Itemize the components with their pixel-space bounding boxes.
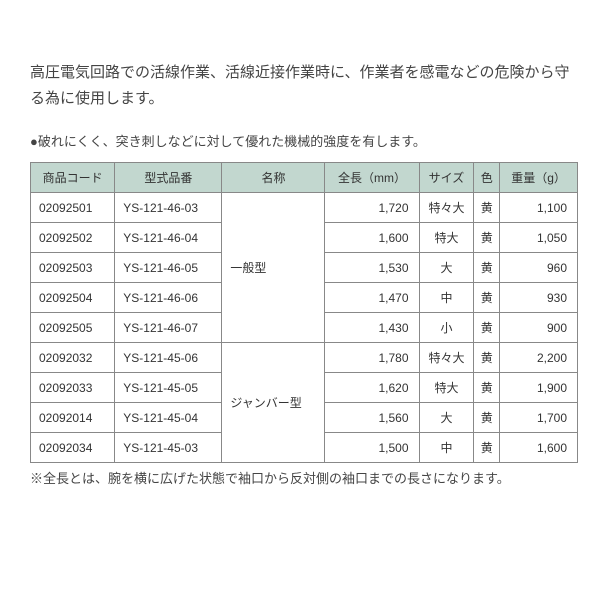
table-cell: 1,100 [500, 193, 578, 223]
table-cell: 1,900 [500, 373, 578, 403]
table-cell: 特大 [419, 223, 474, 253]
table-cell: YS-121-45-05 [115, 373, 222, 403]
th-weight: 重量（g） [500, 163, 578, 193]
table-body: 02092501YS-121-46-03一般型1,720特々大黄1,100020… [31, 193, 578, 463]
table-cell: 1,600 [500, 433, 578, 463]
table-cell: 大 [419, 253, 474, 283]
product-table: 商品コード 型式品番 名称 全長（mm） サイズ 色 重量（g） 0209250… [30, 162, 578, 463]
table-cell: 特々大 [419, 193, 474, 223]
table-cell: 黄 [474, 253, 500, 283]
table-cell: 02092505 [31, 313, 115, 343]
table-cell: 1,050 [500, 223, 578, 253]
footnote-text: ※全長とは、腕を横に広げた状態で袖口から反対側の袖口までの長さになります。 [30, 469, 578, 490]
table-cell: 特大 [419, 373, 474, 403]
table-cell: 1,500 [325, 433, 419, 463]
table-row: 02092032YS-121-45-06ジャンバー型1,780特々大黄2,200 [31, 343, 578, 373]
table-cell: 02092034 [31, 433, 115, 463]
table-cell: 黄 [474, 313, 500, 343]
table-cell: 02092032 [31, 343, 115, 373]
table-cell: 1,780 [325, 343, 419, 373]
table-cell: 02092504 [31, 283, 115, 313]
group-name-cell: ジャンバー型 [222, 343, 325, 463]
th-size: サイズ [419, 163, 474, 193]
table-cell: 2,200 [500, 343, 578, 373]
table-cell: 黄 [474, 403, 500, 433]
table-cell: 1,430 [325, 313, 419, 343]
table-header-row: 商品コード 型式品番 名称 全長（mm） サイズ 色 重量（g） [31, 163, 578, 193]
description-text: 高圧電気回路での活線作業、活線近接作業時に、作業者を感電などの危険から守る為に使… [30, 60, 578, 111]
table-cell: 02092502 [31, 223, 115, 253]
table-cell: 1,720 [325, 193, 419, 223]
table-cell: 1,620 [325, 373, 419, 403]
table-cell: 黄 [474, 433, 500, 463]
table-cell: 大 [419, 403, 474, 433]
table-cell: YS-121-45-06 [115, 343, 222, 373]
table-cell: 1,700 [500, 403, 578, 433]
th-length: 全長（mm） [325, 163, 419, 193]
table-cell: YS-121-45-03 [115, 433, 222, 463]
table-row: 02092501YS-121-46-03一般型1,720特々大黄1,100 [31, 193, 578, 223]
table-cell: 02092014 [31, 403, 115, 433]
table-cell: 1,600 [325, 223, 419, 253]
table-cell: 黄 [474, 343, 500, 373]
table-cell: 黄 [474, 373, 500, 403]
table-cell: 黄 [474, 193, 500, 223]
table-cell: 960 [500, 253, 578, 283]
group-name-cell: 一般型 [222, 193, 325, 343]
th-name: 名称 [222, 163, 325, 193]
table-cell: 900 [500, 313, 578, 343]
table-cell: YS-121-46-06 [115, 283, 222, 313]
table-cell: 中 [419, 433, 474, 463]
th-color: 色 [474, 163, 500, 193]
table-cell: 特々大 [419, 343, 474, 373]
table-cell: 02092501 [31, 193, 115, 223]
table-cell: 黄 [474, 223, 500, 253]
th-model: 型式品番 [115, 163, 222, 193]
table-cell: 1,560 [325, 403, 419, 433]
table-cell: YS-121-46-03 [115, 193, 222, 223]
table-cell: 1,530 [325, 253, 419, 283]
table-cell: YS-121-45-04 [115, 403, 222, 433]
table-cell: YS-121-46-05 [115, 253, 222, 283]
table-cell: 930 [500, 283, 578, 313]
th-code: 商品コード [31, 163, 115, 193]
table-cell: 02092033 [31, 373, 115, 403]
feature-text: ●破れにくく、突き刺しなどに対して優れた機械的強度を有します。 [30, 131, 578, 150]
table-cell: YS-121-46-04 [115, 223, 222, 253]
table-cell: 1,470 [325, 283, 419, 313]
table-cell: YS-121-46-07 [115, 313, 222, 343]
table-cell: 02092503 [31, 253, 115, 283]
table-cell: 黄 [474, 283, 500, 313]
table-cell: 小 [419, 313, 474, 343]
table-cell: 中 [419, 283, 474, 313]
